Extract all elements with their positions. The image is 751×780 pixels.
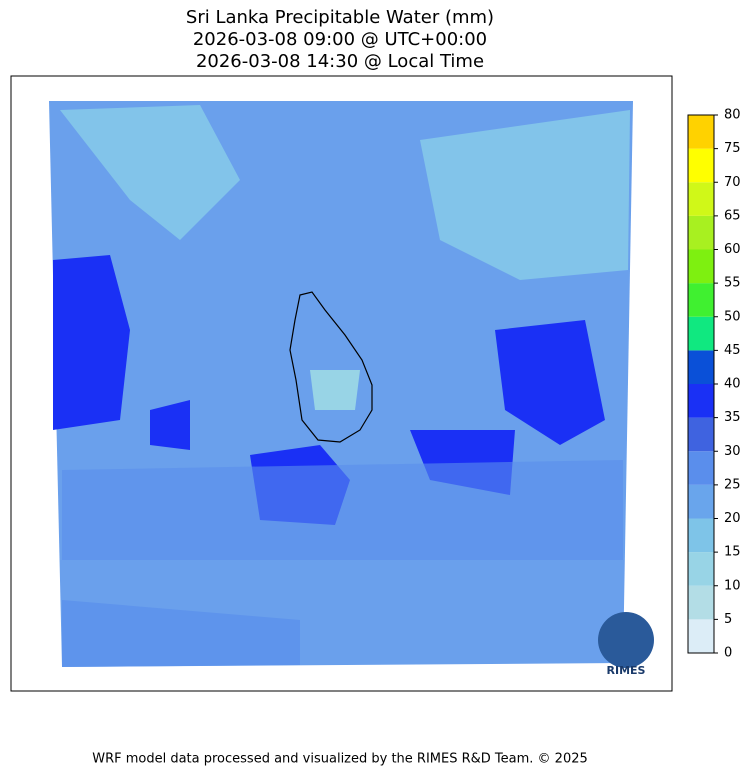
title-line: 2026-03-08 14:30 @ Local Time (196, 51, 484, 72)
title-line: 2026-03-08 09:00 @ UTC+00:00 (193, 29, 487, 50)
logo: RIMES (598, 612, 654, 677)
colorbar-band (688, 148, 714, 183)
colorbar-band (688, 249, 714, 284)
colorbar-band (688, 350, 714, 384)
colorbar-tick-label: 60 (724, 242, 741, 257)
colorbar-band (688, 182, 714, 216)
colorbar-band (688, 115, 714, 149)
colorbar-band (688, 283, 714, 317)
colorbar-tick-label: 30 (724, 444, 741, 459)
colorbar-band (688, 484, 714, 519)
colorbar-tick-label: 20 (724, 511, 741, 526)
colorbar-tick-label: 80 (724, 108, 741, 123)
colorbar-tick-label: 5 (724, 612, 732, 627)
map-field (49, 101, 633, 667)
colorbar-tick-label: 50 (724, 309, 741, 324)
footer: WRF model data processed and visualized … (92, 752, 588, 767)
colorbar-tick-label: 0 (724, 646, 732, 661)
colorbar-tick-label: 55 (724, 276, 741, 291)
colorbar-band (688, 417, 714, 452)
colorbar-band (688, 585, 714, 620)
logo-text: RIMES (607, 664, 646, 677)
colorbar-band (688, 552, 714, 586)
colorbar-tick-label: 75 (724, 141, 741, 156)
colorbar: 0 5 10 15 20 25 30 35 40 45 50 55 60 65 70 75 80 (687, 108, 741, 661)
colorbar-band (688, 518, 714, 553)
colorbar-band (688, 451, 714, 485)
colorbar-band (688, 619, 714, 653)
title-line: Sri Lanka Precipitable Water (mm) (186, 7, 494, 28)
colorbar-band (688, 215, 714, 250)
colorbar-tick-label: 15 (724, 545, 741, 560)
colorbar-tick-label: 45 (724, 343, 741, 358)
colorbar-tick-label: 35 (724, 410, 741, 425)
colorbar-tick-label: 70 (724, 175, 741, 190)
colorbar-tick-label: 40 (724, 377, 741, 392)
colorbar-band (688, 316, 714, 351)
colorbar-tick-label: 65 (724, 208, 741, 223)
colorbar-band (688, 384, 714, 418)
colorbar-tick-label: 10 (724, 578, 741, 593)
colorbar-tick-label: 25 (724, 477, 741, 492)
